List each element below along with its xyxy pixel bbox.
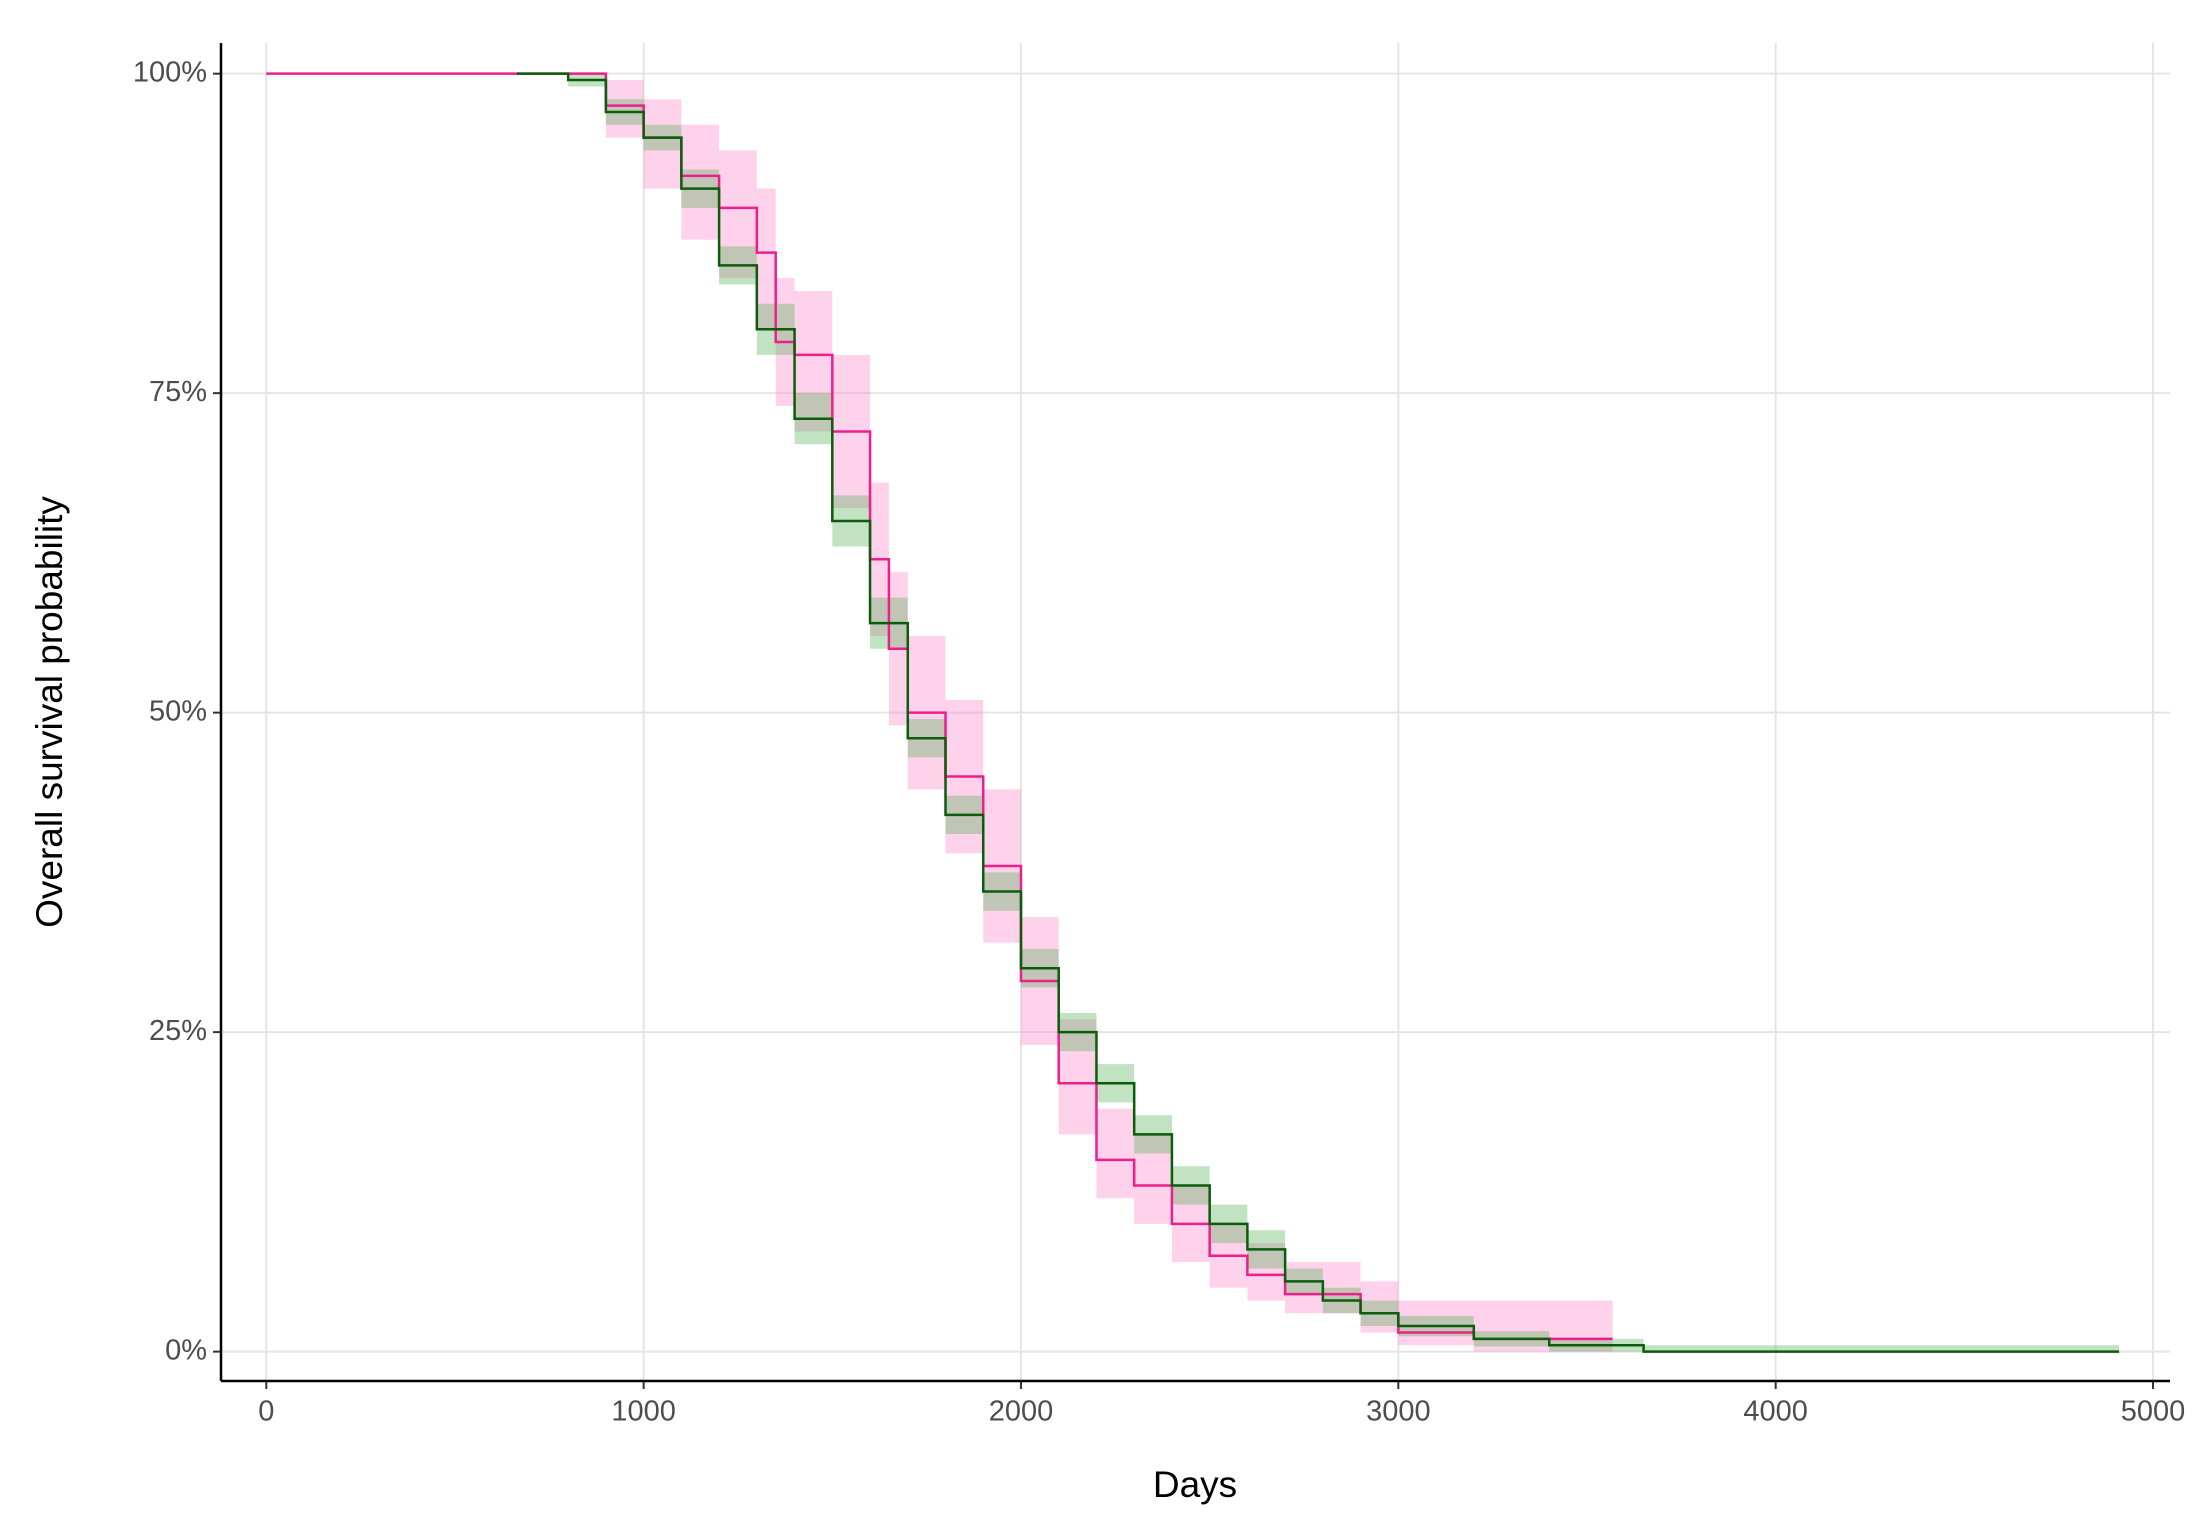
y-tick-label: 50%: [149, 695, 207, 727]
y-axis-title: Overall survival probability: [29, 496, 70, 928]
x-tick-label: 2000: [989, 1396, 1054, 1428]
y-tick-label: 75%: [149, 376, 207, 408]
y-tick-label: 0%: [165, 1334, 207, 1366]
x-tick-label: 1000: [611, 1396, 676, 1428]
x-tick-label: 3000: [1366, 1396, 1431, 1428]
y-tick-label: 100%: [133, 56, 207, 88]
x-tick-label: 5000: [2121, 1396, 2186, 1428]
y-tick-label: 25%: [149, 1015, 207, 1047]
x-tick-label: 4000: [1743, 1396, 1808, 1428]
survival-curve: [516, 72, 2120, 1353]
x-axis-title: Days: [1153, 1464, 1237, 1505]
x-tick-label: 0: [258, 1396, 274, 1428]
